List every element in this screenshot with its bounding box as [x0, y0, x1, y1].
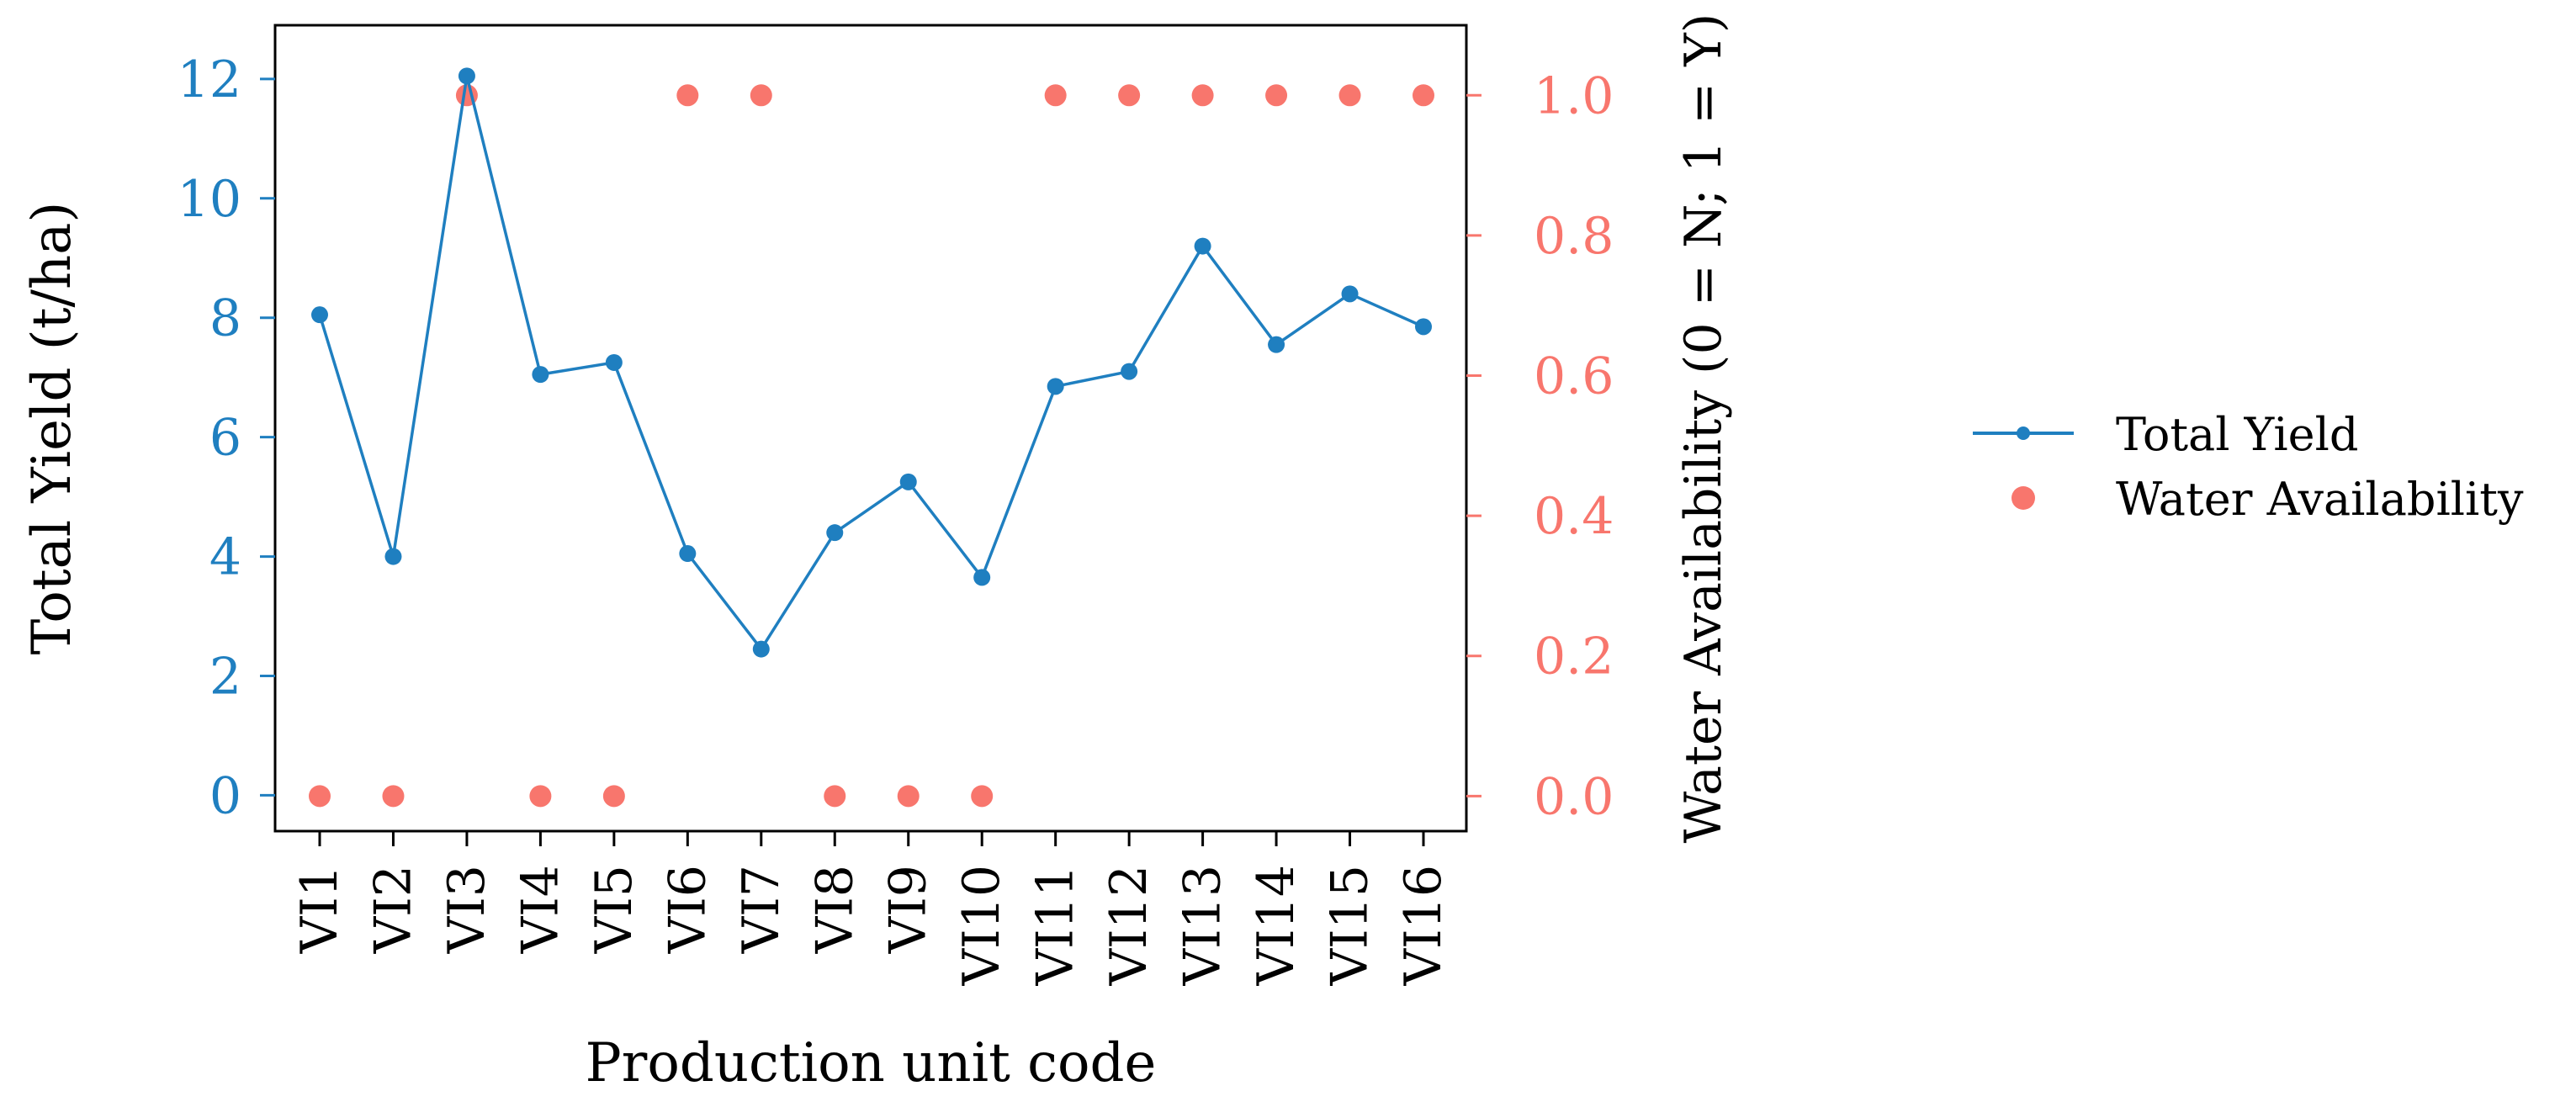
- y-axis-label-left: Total Yield (t/ha): [21, 202, 83, 655]
- left-axis-ticks: 0 2 4 6 8 10 12: [178, 50, 275, 825]
- y-axis-label-right: Water Availability (0 = N; 1 = Y): [1674, 13, 1733, 844]
- water-availability-point-vi10: [971, 785, 994, 808]
- legend-label-water-availability: Water Availability: [2116, 473, 2524, 526]
- x-tick-label-8: VI9: [879, 865, 938, 954]
- x-tick-label-5: VI6: [658, 865, 717, 954]
- x-tick-label-14: VI15: [1321, 865, 1380, 986]
- total-yield-line: [318, 74, 1424, 651]
- total-yield-point-vi12: [1121, 363, 1138, 380]
- x-tick-label-3: VI4: [511, 865, 570, 954]
- water-availability-point-vi15: [1338, 84, 1361, 107]
- right-tick-label-2: 0.4: [1534, 487, 1614, 546]
- total-yield-point-vi3: [458, 67, 475, 85]
- x-tick-label-0: VI1: [290, 865, 349, 954]
- legend: Total Yield Water Availability: [1973, 408, 2524, 526]
- water-availability-point-vi16: [1413, 84, 1434, 107]
- total-yield-point-vi13: [1194, 237, 1211, 255]
- water-availability-point-vi12: [1118, 84, 1141, 107]
- total-yield-point-vi6: [679, 545, 697, 563]
- left-tick-label-4: 8: [209, 289, 241, 348]
- right-tick-label-4: 0.8: [1534, 207, 1614, 266]
- series-layer: [309, 67, 1434, 808]
- water-availability-point-vi7: [750, 84, 772, 107]
- right-tick-label-5: 1.0: [1534, 66, 1614, 125]
- x-tick-label-10: VI11: [1026, 865, 1085, 986]
- total-yield-point-vi2: [384, 548, 402, 565]
- x-axis-ticks: VI1 VI2 VI3 VI4 VI5 VI6 VI7 VI8 VI9 VI10 VI11 VI12 V…: [290, 831, 1453, 986]
- water-availability-point-vi9: [897, 785, 920, 808]
- right-tick-label-3: 0.6: [1534, 347, 1614, 406]
- total-yield-point-vi14: [1268, 336, 1285, 353]
- plot-frame: [273, 24, 1468, 833]
- water-availability-point-vi11: [1044, 84, 1067, 107]
- right-tick-label-1: 0.2: [1534, 628, 1614, 686]
- left-tick-label-1: 2: [209, 647, 241, 706]
- total-yield-point-vi15: [1341, 285, 1359, 303]
- total-yield-point-vi16: [1415, 318, 1432, 336]
- left-tick-label-2: 4: [209, 528, 241, 587]
- left-tick-label-5: 10: [178, 170, 241, 229]
- x-tick-label-1: VI2: [363, 865, 422, 954]
- x-tick-label-13: VI14: [1247, 865, 1306, 986]
- total-yield-point-vi1: [311, 306, 328, 324]
- x-axis-label: Production unit code: [586, 1032, 1157, 1094]
- total-yield-point-vi9: [899, 473, 917, 490]
- legend-label-total-yield: Total Yield: [2116, 408, 2358, 461]
- x-tick-label-15: VI16: [1394, 865, 1453, 986]
- x-tick-label-2: VI3: [437, 865, 496, 954]
- water-availability-point-vi4: [529, 785, 552, 808]
- water-availability-point-vi6: [676, 84, 699, 107]
- right-axis-ticks: 0.0 0.2 0.4 0.6 0.8 1.0: [1466, 66, 1614, 826]
- water-availability-point-vi5: [602, 785, 625, 808]
- right-tick-label-0: 0.0: [1534, 767, 1614, 826]
- left-tick-label-3: 6: [209, 409, 241, 468]
- water-availability-point-vi14: [1265, 84, 1288, 107]
- x-tick-label-6: VI7: [732, 865, 791, 954]
- x-tick-label-11: VI12: [1100, 865, 1158, 986]
- legend-marker-water-availability: [2012, 486, 2035, 510]
- left-tick-label-0: 0: [209, 766, 241, 825]
- total-yield-point-vi4: [532, 366, 549, 384]
- x-tick-label-12: VI13: [1174, 865, 1232, 986]
- total-yield-point-vi11: [1047, 378, 1064, 395]
- total-yield-point-vi8: [826, 524, 844, 542]
- total-yield-point-vi10: [973, 569, 991, 586]
- water-availability-point-vi13: [1191, 84, 1214, 107]
- legend-marker-total-yield: [2017, 426, 2030, 440]
- total-yield-point-vi5: [605, 353, 623, 371]
- left-tick-label-6: 12: [178, 50, 241, 109]
- x-tick-label-4: VI5: [585, 865, 644, 954]
- x-tick-label-9: VI10: [952, 865, 1011, 986]
- water-availability-point-vi8: [824, 785, 846, 808]
- x-tick-label-7: VI8: [805, 865, 864, 954]
- water-availability-point-vi2: [382, 785, 405, 808]
- water-availability-point-vi1: [309, 785, 331, 808]
- total-yield-point-vi7: [752, 640, 770, 658]
